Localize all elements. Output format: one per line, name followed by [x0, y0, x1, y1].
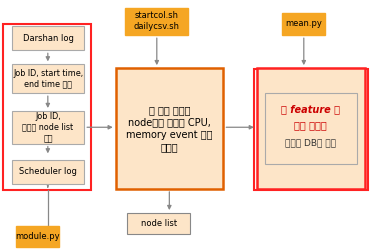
- FancyBboxPatch shape: [12, 26, 84, 50]
- FancyBboxPatch shape: [125, 8, 188, 35]
- FancyBboxPatch shape: [12, 64, 84, 93]
- FancyBboxPatch shape: [12, 111, 84, 144]
- FancyBboxPatch shape: [127, 213, 190, 234]
- Text: mean.py: mean.py: [285, 19, 322, 28]
- Text: Darshan log: Darshan log: [23, 34, 73, 43]
- Text: 평균 데이터: 평균 데이터: [294, 120, 327, 130]
- Text: startcol.sh
dailycsv.sh: startcol.sh dailycsv.sh: [134, 11, 180, 32]
- Text: Job ID,
사용된 node list
추출: Job ID, 사용된 node list 추출: [22, 112, 74, 143]
- FancyBboxPatch shape: [116, 68, 223, 189]
- FancyBboxPatch shape: [12, 160, 84, 184]
- Text: 각 feature 별: 각 feature 별: [281, 105, 340, 115]
- FancyBboxPatch shape: [282, 13, 325, 35]
- FancyBboxPatch shape: [16, 226, 59, 247]
- Text: Job ID, start time,
end time 추출: Job ID, start time, end time 추출: [13, 69, 83, 89]
- Text: module.py: module.py: [15, 232, 60, 241]
- FancyBboxPatch shape: [257, 68, 365, 189]
- Text: 그 주변 시간에
node에서 발생한 CPU,
memory event 횟수
구하기: 그 주변 시간에 node에서 발생한 CPU, memory event 횟수…: [126, 105, 213, 152]
- Text: node list: node list: [141, 219, 177, 228]
- FancyBboxPatch shape: [265, 93, 357, 164]
- Text: Scheduler log: Scheduler log: [19, 168, 77, 176]
- Text: 구하여 DB에 저장: 구하여 DB에 저장: [285, 138, 336, 147]
